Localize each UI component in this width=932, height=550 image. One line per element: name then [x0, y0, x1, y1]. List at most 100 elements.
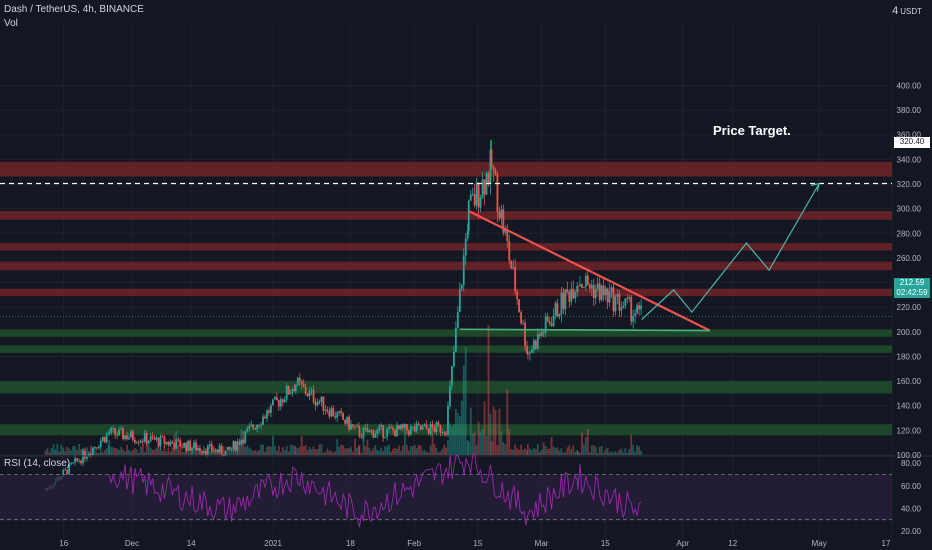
- candle: [285, 386, 288, 400]
- volume-bar: [376, 449, 379, 455]
- volume-bar: [275, 451, 278, 455]
- volume-bar: [579, 452, 581, 455]
- candle: [384, 436, 387, 438]
- y-tick-label: 380.00: [897, 106, 922, 115]
- target-price-label: 320.40: [894, 137, 930, 148]
- candle: [342, 413, 345, 420]
- volume-bar: [620, 448, 623, 455]
- trendlines[interactable]: [0, 182, 892, 332]
- volume-bar: [68, 448, 71, 455]
- volume-bar: [114, 448, 117, 455]
- candle: [451, 366, 453, 386]
- volume-bar: [433, 444, 436, 455]
- candle: [489, 149, 492, 184]
- volume-bar: [638, 446, 641, 455]
- candle: [153, 437, 156, 440]
- y-tick-label: 400.00: [897, 81, 922, 90]
- candle: [439, 424, 442, 433]
- candle: [334, 416, 337, 418]
- current-price: 212.59: [899, 278, 925, 287]
- volume-bar: [530, 449, 533, 455]
- candle: [616, 293, 619, 297]
- candle: [234, 441, 237, 451]
- candle: [273, 397, 276, 400]
- candle: [84, 450, 86, 459]
- volume-bar: [124, 451, 126, 455]
- volume-bar: [270, 446, 272, 455]
- volume-bar: [518, 449, 521, 455]
- volume-bar: [362, 437, 365, 455]
- candle: [214, 449, 217, 452]
- candle: [161, 436, 164, 437]
- candle: [124, 435, 126, 439]
- candle: [93, 447, 96, 449]
- volume-bar: [449, 423, 451, 455]
- candle: [82, 450, 84, 464]
- volume-bar: [582, 444, 585, 455]
- candle: [378, 426, 381, 430]
- candle: [169, 441, 172, 446]
- volume-bar: [320, 444, 323, 455]
- candle: [576, 286, 579, 293]
- volume-bar: [451, 426, 453, 455]
- volume-bar: [564, 451, 567, 455]
- candle: [544, 316, 547, 333]
- support-zone: [0, 424, 892, 436]
- candle: [86, 456, 88, 459]
- volume-bar: [562, 452, 565, 455]
- volume-bar: [147, 444, 150, 455]
- volume-bar: [52, 444, 55, 455]
- candle: [99, 440, 102, 447]
- volume-bar: [293, 445, 296, 455]
- candle: [220, 445, 223, 455]
- candle: [554, 303, 557, 317]
- volume-bar: [560, 448, 563, 455]
- candle: [120, 428, 122, 430]
- volume-bar: [421, 450, 424, 455]
- candle: [454, 327, 457, 352]
- candle: [101, 436, 104, 441]
- volume-bar: [238, 445, 241, 455]
- candle: [560, 292, 563, 315]
- current-price-label: 212.59 02:42:59: [894, 278, 930, 298]
- candle: [338, 411, 341, 413]
- y-tick-label: 300.00: [897, 205, 922, 214]
- candle: [390, 427, 392, 428]
- candle: [91, 447, 94, 455]
- volume-bar: [78, 443, 80, 455]
- volume-bar: [118, 449, 120, 455]
- x-tick-label: Dec: [125, 539, 139, 548]
- volume-bar: [143, 452, 146, 455]
- candle: [443, 432, 446, 433]
- support-trendline: [459, 328, 710, 332]
- volume-bar: [64, 450, 67, 455]
- volume-bar: [574, 451, 577, 455]
- volume-bar: [552, 446, 555, 455]
- volume-bar: [400, 451, 402, 455]
- candle: [312, 389, 315, 403]
- candle: [193, 442, 195, 448]
- volume-bar: [378, 450, 381, 455]
- candle: [118, 429, 120, 436]
- candle: [574, 292, 577, 299]
- y-tick-label: 260.00: [897, 254, 922, 263]
- volume-bar: [187, 452, 190, 455]
- volume-bar: [62, 447, 65, 455]
- volume-bar: [554, 448, 557, 455]
- volume-bar: [312, 446, 315, 455]
- candle: [103, 436, 106, 443]
- volume-bar: [364, 446, 367, 455]
- candle: [149, 436, 152, 442]
- volume-bar: [608, 452, 611, 455]
- y-tick-label: 100.00: [897, 451, 922, 460]
- rsi-tick-label: 60.00: [901, 482, 922, 491]
- resistance-zone: [0, 161, 892, 177]
- candle: [340, 411, 343, 414]
- candle: [618, 293, 621, 311]
- y-tick-label: 200.00: [897, 328, 922, 337]
- volume-bar: [95, 452, 98, 455]
- volume-bar: [183, 451, 186, 455]
- candle: [358, 427, 361, 437]
- candle: [210, 444, 213, 452]
